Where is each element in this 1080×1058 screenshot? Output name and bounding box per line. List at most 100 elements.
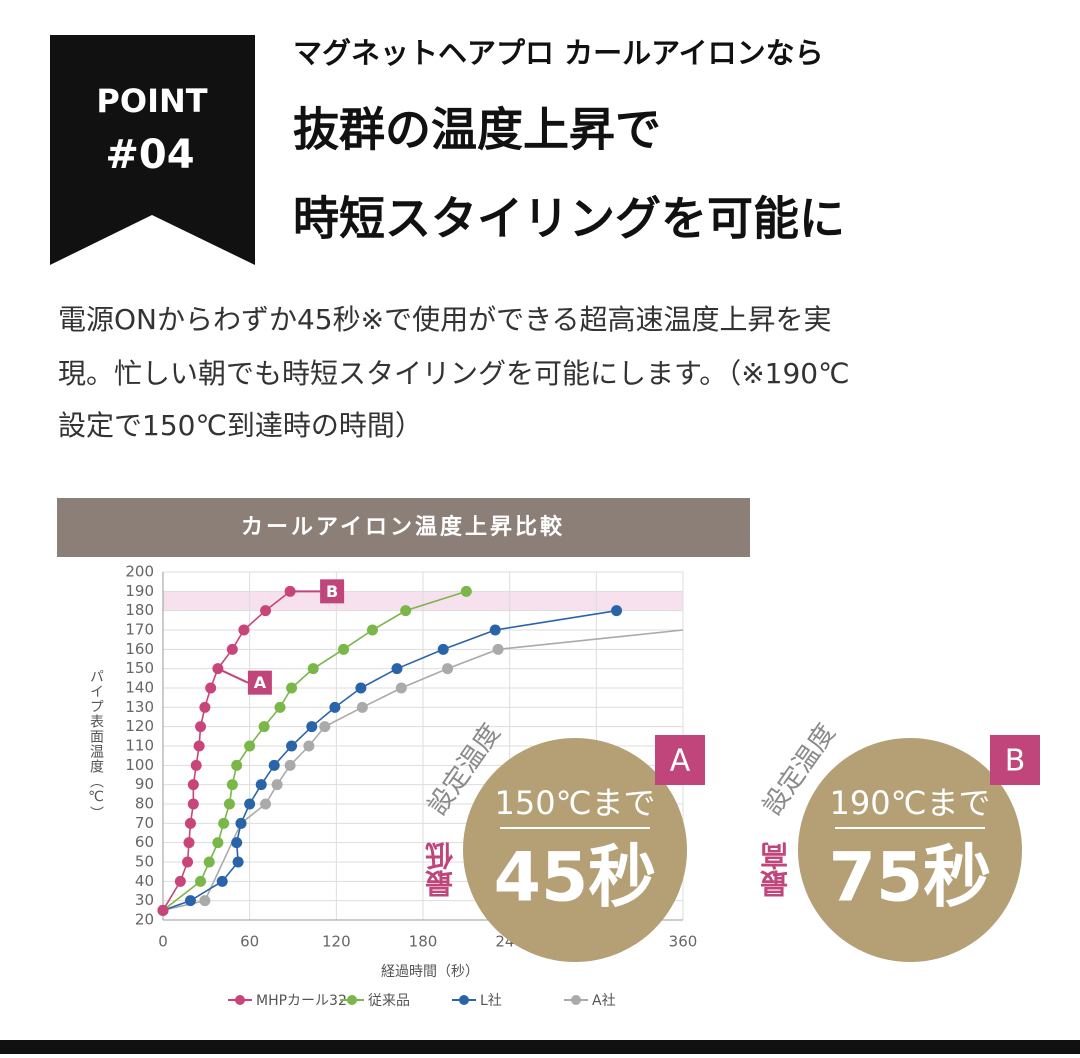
data-point: [190, 759, 202, 771]
x-tick-label: 0: [158, 933, 168, 951]
data-point: [195, 721, 207, 733]
data-point: [226, 779, 238, 791]
x-tick-label: 120: [322, 933, 351, 951]
title-line: 時短スタイリングを可能に: [293, 192, 845, 246]
y-tick-label: 200: [125, 563, 154, 581]
y-axis-label: パイプ表面温度（℃）: [88, 669, 104, 821]
callout-circle: [463, 738, 687, 962]
y-tick-label: 160: [125, 640, 154, 658]
y-tick-label: 20: [135, 911, 154, 929]
data-point: [212, 837, 224, 849]
data-point: [284, 759, 296, 771]
point-badge: [50, 35, 255, 265]
data-point: [307, 663, 319, 675]
data-point: [205, 682, 217, 694]
callout-badge: [655, 735, 705, 785]
x-axis-label: 経過時間（秒）: [381, 964, 479, 980]
callout-time: 75秒: [829, 839, 992, 918]
x-tick-label: 180: [409, 933, 438, 951]
data-point: [303, 740, 315, 752]
callout-badge: [990, 735, 1040, 785]
callout-circle: [798, 738, 1022, 962]
data-point: [460, 585, 472, 597]
data-point: [182, 856, 194, 868]
data-point: [255, 779, 267, 791]
body-line: 電源ONからわずか45秒※で使用ができる超高速温度上昇を実: [58, 303, 832, 336]
data-point: [157, 904, 169, 916]
y-tick-label: 190: [125, 582, 154, 600]
annotation-label: A: [254, 673, 267, 692]
legend-dot: [347, 995, 357, 1005]
data-point: [199, 895, 211, 907]
data-point: [231, 759, 243, 771]
data-point: [203, 856, 215, 868]
legend-label: A社: [592, 993, 616, 1009]
chart-title-bar: [57, 498, 750, 557]
badge-number: #04: [105, 132, 194, 178]
data-point: [319, 721, 331, 733]
y-tick-label: 60: [135, 833, 154, 851]
data-point: [193, 740, 205, 752]
y-tick-label: 30: [135, 891, 154, 909]
body-line: 設定で150℃到達時の時間）: [58, 409, 423, 442]
data-point: [391, 663, 403, 675]
data-point: [355, 682, 367, 694]
data-point: [274, 701, 286, 713]
data-point: [244, 798, 256, 810]
data-point: [489, 624, 501, 636]
callout-emphasis: 最低: [424, 841, 457, 898]
annotation-box: [320, 579, 345, 604]
data-point: [183, 837, 195, 849]
data-point: [174, 875, 186, 887]
badge-text: POINT: [96, 82, 207, 120]
x-tick-label: 360: [669, 933, 698, 951]
title-line: 抜群の温度上昇で: [293, 103, 661, 157]
data-point: [400, 605, 412, 617]
annotation-leader: [217, 667, 249, 684]
x-tick-label: 60: [240, 933, 259, 951]
y-tick-label: 150: [125, 659, 154, 677]
data-point: [235, 817, 247, 829]
y-tick-label: 130: [125, 698, 154, 716]
data-point: [216, 875, 228, 887]
y-tick-label: 90: [135, 775, 154, 793]
legend-label: L社: [480, 993, 502, 1009]
y-tick-label: 70: [135, 814, 154, 832]
y-tick-label: 110: [125, 737, 154, 755]
y-tick-label: 180: [125, 601, 154, 619]
data-point: [223, 798, 235, 810]
data-point: [492, 643, 504, 655]
y-tick-label: 100: [125, 756, 154, 774]
data-point: [187, 798, 199, 810]
annotation-label: B: [326, 582, 338, 601]
body-line: 現。忙しい朝でも時短スタイリングを可能にします。（※190℃: [58, 357, 850, 390]
data-point: [184, 895, 196, 907]
data-point: [244, 740, 256, 752]
callout-badge-text: B: [1005, 744, 1026, 779]
callout-temp: 190℃まで: [829, 784, 990, 822]
callout-temp: 150℃まで: [494, 784, 655, 822]
data-point: [226, 643, 238, 655]
data-point: [356, 701, 368, 713]
y-tick-label: 50: [135, 853, 154, 871]
callout-badge-text: A: [670, 744, 691, 779]
callout-time: 45秒: [494, 839, 657, 918]
data-point: [231, 837, 243, 849]
legend-label: MHPカール32: [256, 993, 347, 1009]
data-point: [366, 624, 378, 636]
y-tick-label: 170: [125, 621, 154, 639]
data-point: [218, 817, 230, 829]
y-tick-label: 120: [125, 717, 154, 735]
plot: 2030405060708090100110120130140150160170…: [88, 563, 697, 1010]
annotation-box: [247, 670, 272, 695]
chart-title: カールアイロン温度上昇比較: [241, 514, 565, 540]
legend-dot: [235, 995, 245, 1005]
data-point: [271, 779, 283, 791]
data-point: [232, 856, 244, 868]
bottom-bar: [0, 1040, 1080, 1054]
data-point: [437, 643, 449, 655]
data-point: [329, 701, 341, 713]
